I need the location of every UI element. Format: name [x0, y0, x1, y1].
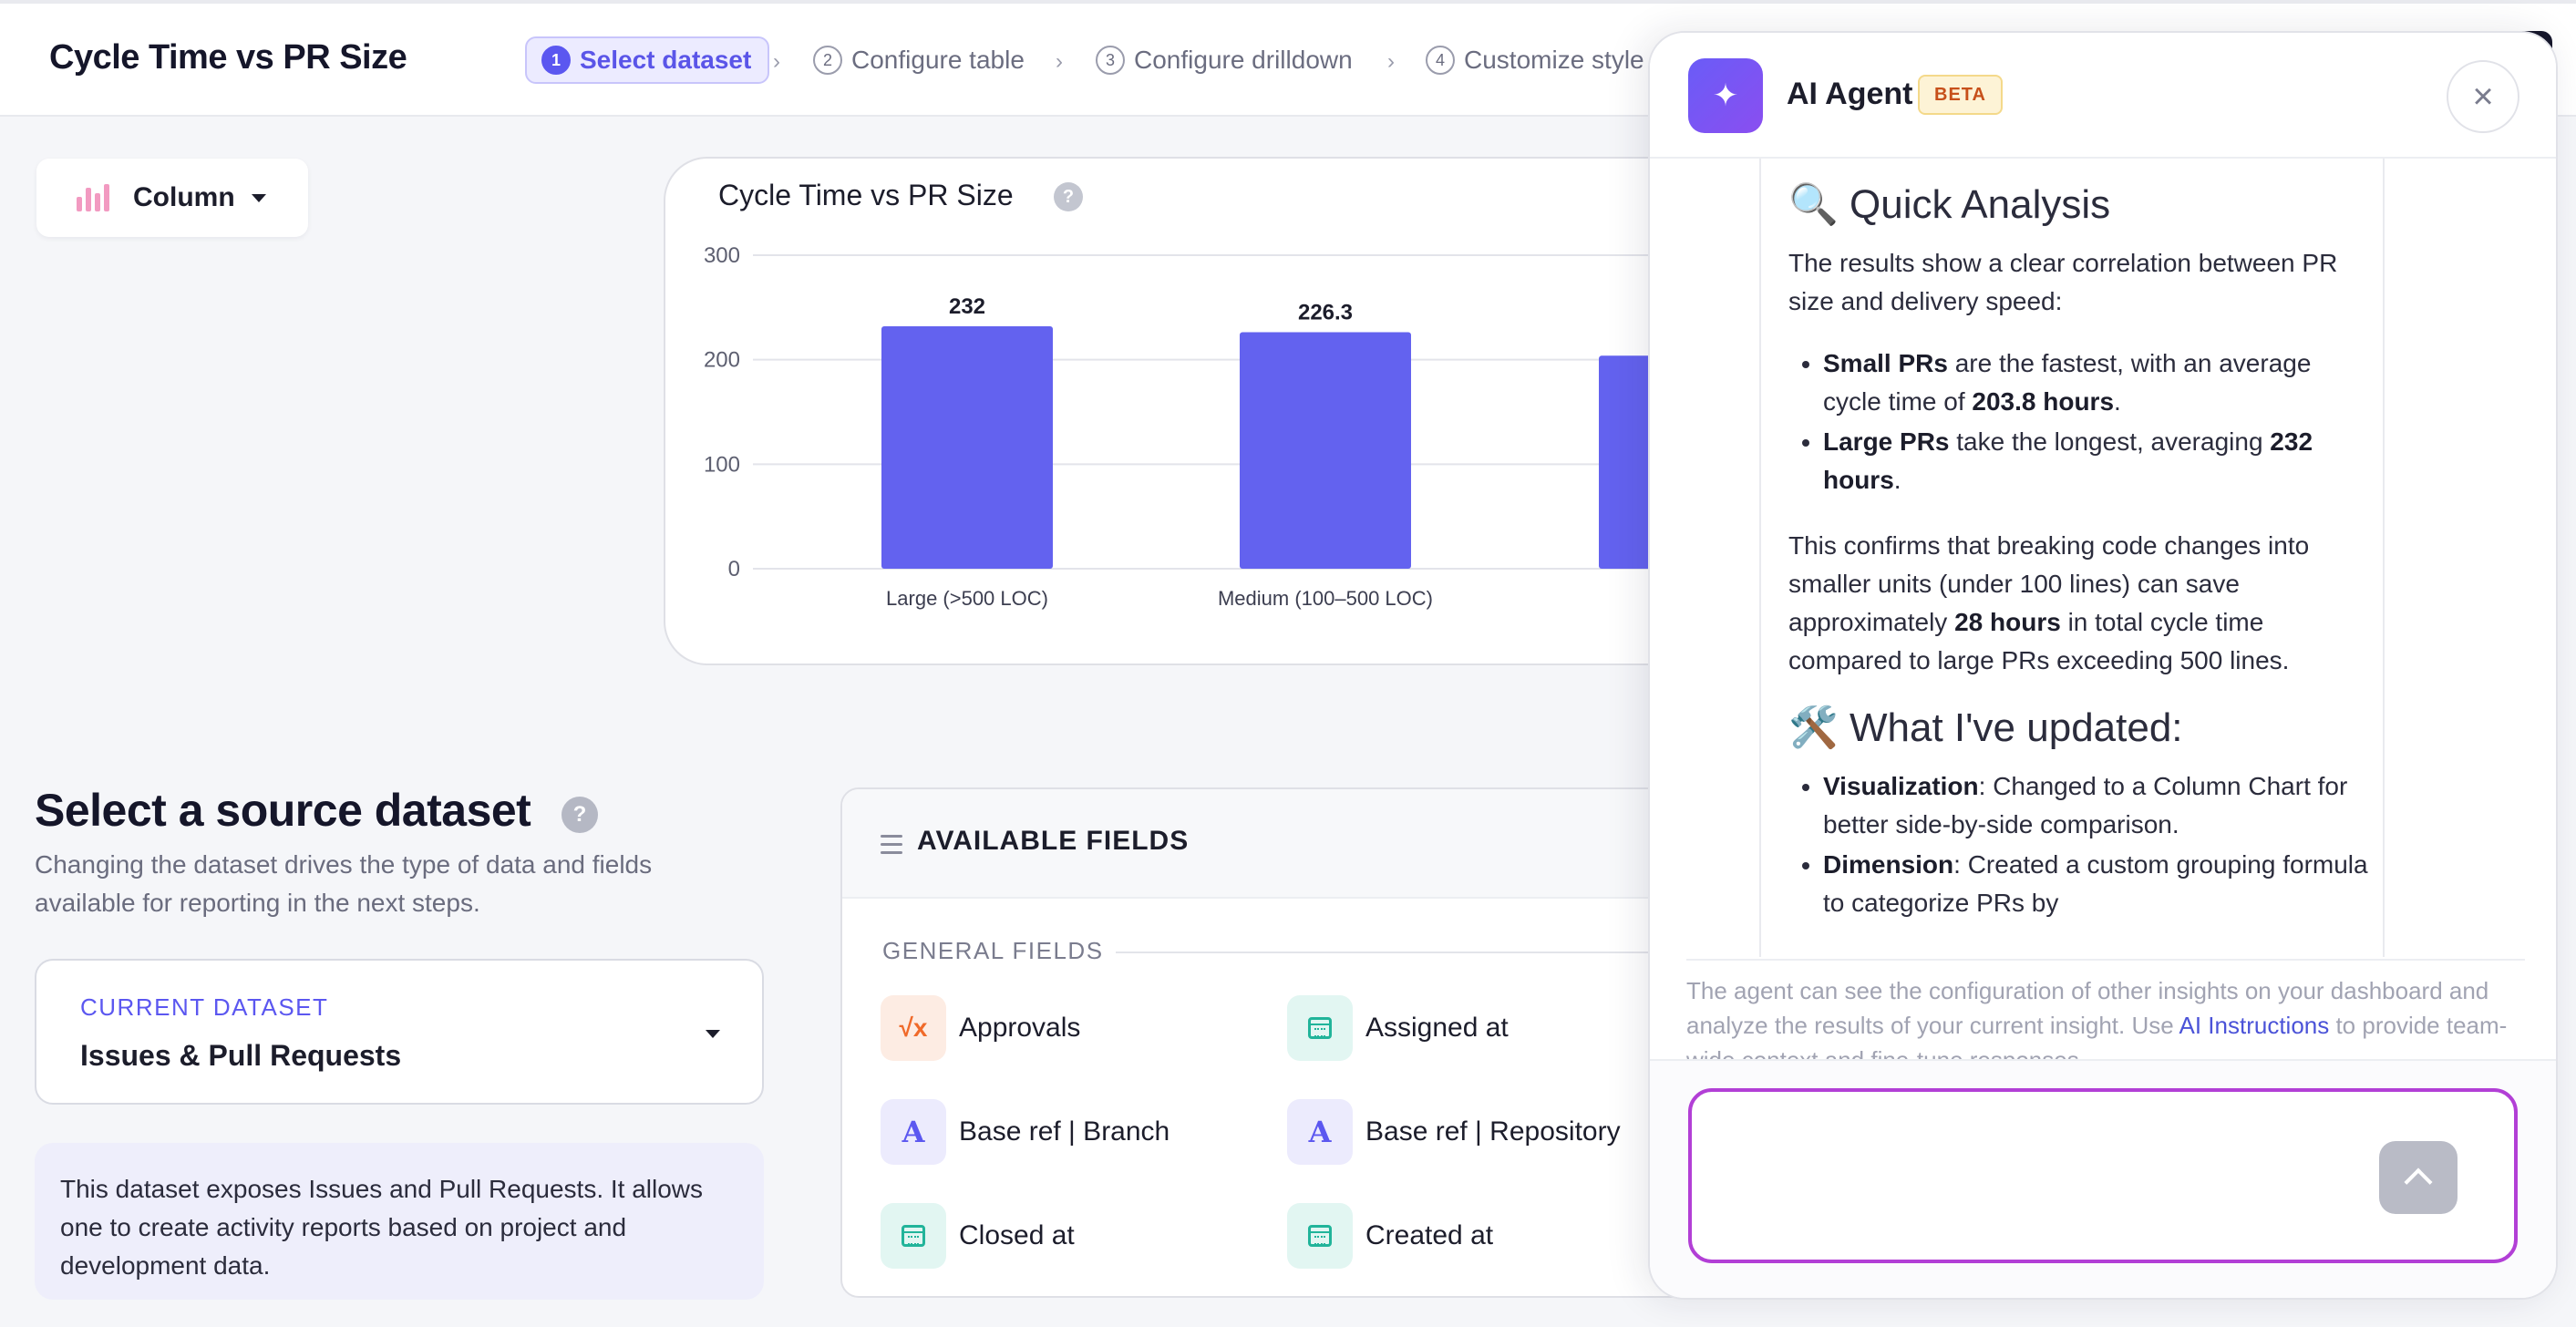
- column-chart-icon: [77, 184, 113, 211]
- bar: [881, 325, 1053, 569]
- caret-down-icon: [251, 193, 266, 202]
- chevron-right-icon: ›: [1387, 49, 1395, 74]
- field-label: Base ref | Repository: [1365, 1116, 1621, 1147]
- dataset-info: This dataset exposes Issues and Pull Req…: [35, 1143, 764, 1300]
- field-label: Base ref | Branch: [959, 1116, 1170, 1147]
- source-dataset-description: Changing the dataset drives the type of …: [35, 850, 653, 917]
- sparkle-icon: ✦: [1688, 58, 1763, 133]
- ai-instructions-link[interactable]: AI Instructions: [2179, 1012, 2330, 1039]
- calendar-icon: [881, 1203, 946, 1269]
- step-customize-style[interactable]: 4 Customize style: [1426, 36, 1644, 84]
- chart-type-dropdown[interactable]: Column: [36, 159, 308, 237]
- chevron-right-icon: ›: [773, 49, 780, 74]
- step-label: Configure table: [851, 46, 1025, 74]
- analysis-list: Small PRs are the fastest, with an avera…: [1823, 345, 2370, 499]
- current-dataset-select[interactable]: CURRENT DATASET Issues & Pull Requests: [35, 959, 764, 1105]
- drag-handle-icon: [881, 835, 902, 859]
- text-field-icon: A: [881, 1099, 946, 1165]
- ai-agent-title: AI Agent: [1787, 77, 1913, 111]
- ai-agent-panel: ✦ AI Agent BETA × 🔍 Quick Analysis The r…: [1648, 31, 2558, 1300]
- step-number: 2: [813, 46, 842, 75]
- text-field-icon: A: [1287, 1099, 1353, 1165]
- help-icon[interactable]: ?: [562, 797, 598, 833]
- field-label: Approvals: [959, 1013, 1081, 1043]
- step-select-dataset[interactable]: 1 Select dataset: [525, 36, 770, 84]
- page-title: Cycle Time vs PR Size: [49, 38, 407, 77]
- list-item: Visualization: Changed to a Column Chart…: [1823, 767, 2370, 844]
- data-label: 232: [949, 294, 985, 319]
- x-tick-label: Large (>500 LOC): [886, 587, 1048, 610]
- arrow-up-icon: [2404, 1168, 2433, 1197]
- send-button[interactable]: [2379, 1141, 2458, 1214]
- step-label: Configure drilldown: [1134, 46, 1353, 74]
- updates-heading: 🛠️ What I've updated:: [1788, 705, 2183, 750]
- list-item: Large PRs take the longest, averaging 23…: [1823, 423, 2370, 499]
- x-tick-label: Medium (100–500 LOC): [1218, 587, 1433, 610]
- field-created-at[interactable]: Created at: [1287, 1203, 1493, 1269]
- current-dataset-value: Issues & Pull Requests: [80, 1039, 402, 1072]
- step-label: Customize style: [1464, 46, 1644, 74]
- list-item: Dimension: Created a custom grouping for…: [1823, 846, 2370, 922]
- general-fields-label: GENERAL FIELDS: [882, 937, 1104, 964]
- source-dataset-title: Select a source dataset: [35, 785, 531, 836]
- analysis-heading: 🔍 Quick Analysis: [1788, 182, 2111, 227]
- chevron-right-icon: ›: [1056, 49, 1063, 74]
- step-configure-drilldown[interactable]: 3 Configure drilldown: [1096, 36, 1353, 84]
- ai-agent-header: ✦ AI Agent BETA ×: [1650, 33, 2556, 159]
- field-approvals[interactable]: √x Approvals: [881, 995, 1080, 1061]
- beta-badge: BETA: [1918, 75, 2003, 115]
- bar: [1240, 332, 1411, 569]
- field-label: Created at: [1365, 1220, 1494, 1250]
- y-tick-label: 0: [728, 557, 740, 581]
- step-number: 1: [541, 46, 571, 75]
- field-label: Closed at: [959, 1220, 1075, 1250]
- close-icon[interactable]: ×: [2447, 60, 2519, 133]
- step-label: Select dataset: [580, 46, 752, 74]
- chart-title: Cycle Time vs PR Size: [718, 179, 1014, 211]
- field-base-ref-branch[interactable]: A Base ref | Branch: [881, 1099, 1170, 1165]
- step-number: 4: [1426, 46, 1455, 75]
- step-number: 3: [1096, 46, 1125, 75]
- field-label: Assigned at: [1365, 1013, 1509, 1043]
- data-label: 226.3: [1298, 301, 1353, 325]
- chart-type-label: Column: [133, 182, 235, 212]
- top-border: [0, 0, 2576, 4]
- analysis-summary: This confirms that breaking code changes…: [1788, 531, 2310, 674]
- updates-list: Visualization: Changed to a Column Chart…: [1823, 767, 2370, 922]
- field-base-ref-repository[interactable]: A Base ref | Repository: [1287, 1099, 1621, 1165]
- current-dataset-label: CURRENT DATASET: [80, 993, 329, 1021]
- analysis-intro: The results show a clear correlation bet…: [1788, 249, 2338, 315]
- agent-input-area: [1650, 1059, 2556, 1298]
- caret-down-icon: [706, 1030, 720, 1038]
- help-icon[interactable]: ?: [1054, 182, 1083, 211]
- formula-icon: √x: [881, 995, 946, 1061]
- y-tick-label: 300: [704, 243, 740, 268]
- agent-message: 🔍 Quick Analysis The results show a clea…: [1759, 159, 2385, 957]
- field-closed-at[interactable]: Closed at: [881, 1203, 1075, 1269]
- field-assigned-at[interactable]: Assigned at: [1287, 995, 1509, 1061]
- y-tick-label: 100: [704, 452, 740, 477]
- divider: [1116, 952, 1932, 953]
- calendar-icon: [1287, 1203, 1353, 1269]
- available-fields-title: AVAILABLE FIELDS: [917, 826, 1190, 856]
- y-tick-label: 200: [704, 348, 740, 373]
- calendar-icon: [1287, 995, 1353, 1061]
- step-configure-table[interactable]: 2 Configure table: [813, 36, 1025, 84]
- list-item: Small PRs are the fastest, with an avera…: [1823, 345, 2370, 421]
